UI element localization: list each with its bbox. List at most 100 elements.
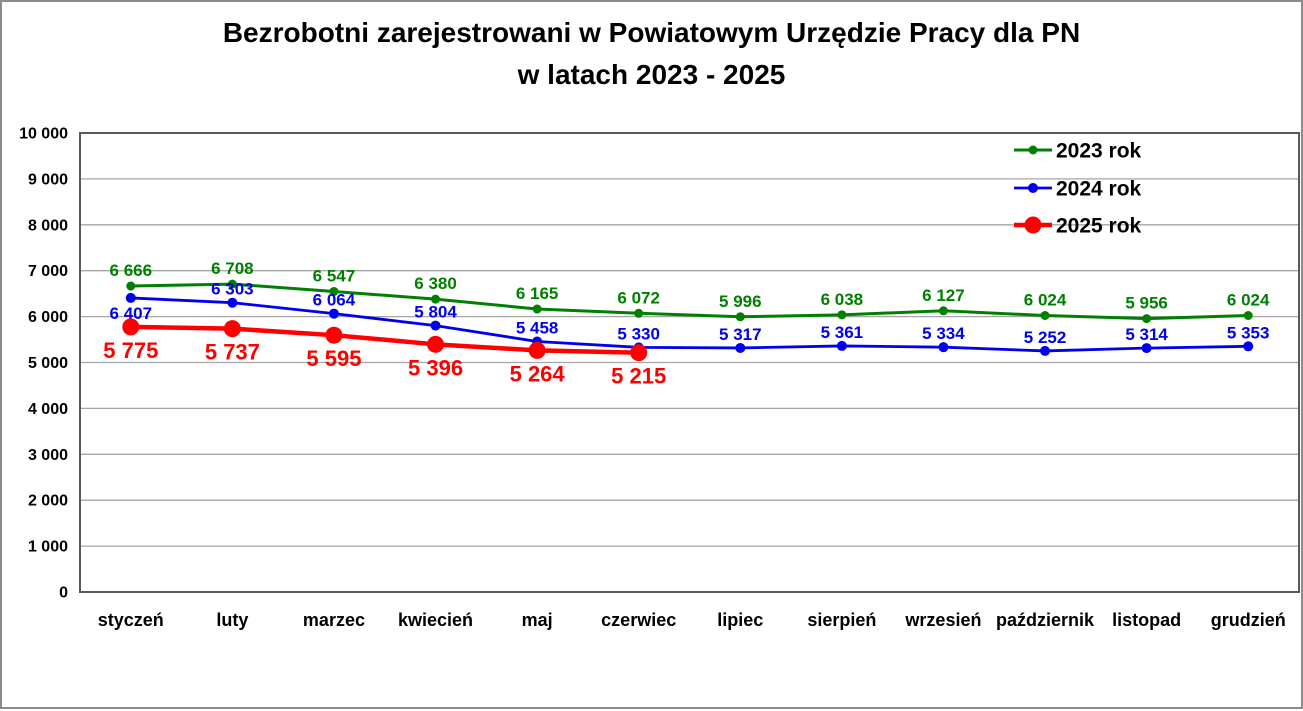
data-label-2024-rok: 5 334 [922,324,965,343]
data-label-2024-rok: 6 064 [313,291,356,310]
series-2025-rok: 5 775 5 737 5 595 5 396 5 264 5 215 [103,318,666,389]
legend-marker-2023-rok [1028,145,1038,155]
y-axis-tick-label: 8 000 [28,217,68,234]
data-label-2023-rok: 5 996 [719,292,762,311]
x-axis-tick-label: maj [522,610,553,630]
y-axis-tick-label: 5 000 [28,355,68,372]
data-point-2025-rok [528,341,546,359]
plot-border [79,132,1300,593]
data-point-2024-rok [328,308,339,319]
chart-title-line1: Bezrobotni zarejestrowani w Powiatowym U… [222,17,1081,48]
data-label-2023-rok: 6 038 [821,290,864,309]
data-point-2024-rok [1243,341,1254,352]
data-label-2023-rok: 6 708 [211,259,254,278]
data-point-2024-rok [735,342,746,353]
legend: 2023 rok 2024 rok 2025 rok [1014,140,1142,238]
x-axis-tick-label: październik [996,610,1095,630]
data-label-2023-rok: 6 127 [922,286,965,305]
data-label-2024-rok: 5 361 [821,323,864,342]
data-label-2023-rok: 6 380 [414,274,457,293]
x-axis: styczeń luty marzec kwiecień maj czerwiec lipi… [98,610,1286,630]
data-point-2023-rok [938,306,948,316]
data-point-2024-rok [1141,343,1152,354]
data-label-2023-rok: 6 547 [313,266,356,285]
data-point-2023-rok [735,312,745,322]
legend-label-2024-rok: 2024 rok [1056,178,1142,201]
gridlines [80,132,1299,593]
data-label-2024-rok: 6 303 [211,280,254,299]
legend-label-2023-rok: 2023 rok [1056,140,1142,163]
x-axis-tick-label: wrzesień [904,610,981,630]
legend-item-2023-rok: 2023 rok [1014,140,1142,163]
series-line-2024-rok [130,296,1249,353]
data-label-2024-rok: 5 252 [1024,328,1067,347]
data-label-2023-rok: 6 666 [110,261,153,280]
series-2023-rok: 6 666 6 708 6 547 6 380 6 165 6 072 5 996 6 038… [110,259,1270,324]
legend-item-2024-rok: 2024 rok [1014,178,1142,201]
data-label-2025-rok: 5 396 [408,355,463,380]
data-point-2023-rok [431,294,441,304]
legend-label-2025-rok: 2025 rok [1056,215,1142,238]
data-point-2023-rok [837,310,847,320]
legend-item-2025-rok: 2025 rok [1014,215,1142,238]
data-label-2025-rok: 5 775 [103,338,158,363]
y-axis-tick-label: 0 [59,585,68,602]
data-point-2023-rok [227,279,237,289]
x-axis-tick-label: styczeń [98,610,164,630]
data-label-2024-rok: 5 353 [1227,323,1270,342]
data-point-2023-rok [1243,310,1253,320]
data-point-2023-rok [1142,314,1152,324]
data-point-2024-rok [125,292,136,303]
data-point-2023-rok [126,281,136,291]
data-label-2025-rok: 5 595 [306,346,361,371]
data-point-2023-rok [532,304,542,314]
y-axis-tick-label: 2 000 [28,493,68,510]
data-label-2024-rok: 5 317 [719,325,762,344]
data-point-2025-rok [122,318,140,336]
data-label-2025-rok: 5 737 [205,340,260,365]
data-point-2024-rok [1040,345,1051,356]
x-axis-tick-label: luty [216,610,248,630]
x-axis-tick-label: kwiecień [398,610,473,630]
x-axis-tick-label: grudzień [1211,610,1286,630]
legend-marker-2024-rok [1028,183,1038,193]
data-label-2024-rok: 5 314 [1125,325,1168,344]
y-axis-tick-label: 6 000 [28,309,68,326]
series-line-2023-rok [130,282,1249,321]
y-axis-tick-label: 4 000 [28,401,68,418]
data-point-2023-rok [1040,310,1050,320]
data-label-2024-rok: 5 330 [617,324,660,343]
x-axis-tick-label: listopad [1112,610,1181,630]
series-line-2025-rok [130,324,639,355]
chart-title-line2: w latach 2023 - 2025 [517,59,786,90]
data-label-2024-rok: 5 804 [414,303,457,322]
data-label-2023-rok: 6 024 [1024,290,1067,309]
data-label-2023-rok: 6 165 [516,284,559,303]
data-label-2023-rok: 6 072 [617,288,660,307]
y-axis-tick-label: 9 000 [28,171,68,188]
data-label-2025-rok: 5 215 [611,364,666,389]
x-axis-tick-label: marzec [303,610,365,630]
data-label-2023-rok: 6 024 [1227,290,1270,309]
x-axis-tick-label: czerwiec [601,610,676,630]
data-point-2024-rok [938,342,949,353]
x-axis-tick-label: sierpień [807,610,876,630]
y-axis-tick-label: 7 000 [28,263,68,280]
y-axis-tick-label: 3 000 [28,447,68,464]
data-point-2025-rok [223,320,241,338]
data-point-2025-rok [325,326,343,344]
data-label-2024-rok: 6 407 [110,304,153,323]
legend-marker-2025-rok [1024,216,1042,234]
data-point-2025-rok [630,344,648,362]
data-label-2024-rok: 5 458 [516,318,559,337]
data-point-2024-rok [227,297,238,308]
data-point-2024-rok [430,320,441,331]
data-point-2024-rok [836,340,847,351]
data-point-2023-rok [329,286,339,296]
data-label-2025-rok: 5 264 [510,361,566,386]
y-axis-tick-label: 1 000 [28,539,68,556]
data-label-2023-rok: 5 956 [1125,294,1168,313]
data-point-2023-rok [634,308,644,318]
